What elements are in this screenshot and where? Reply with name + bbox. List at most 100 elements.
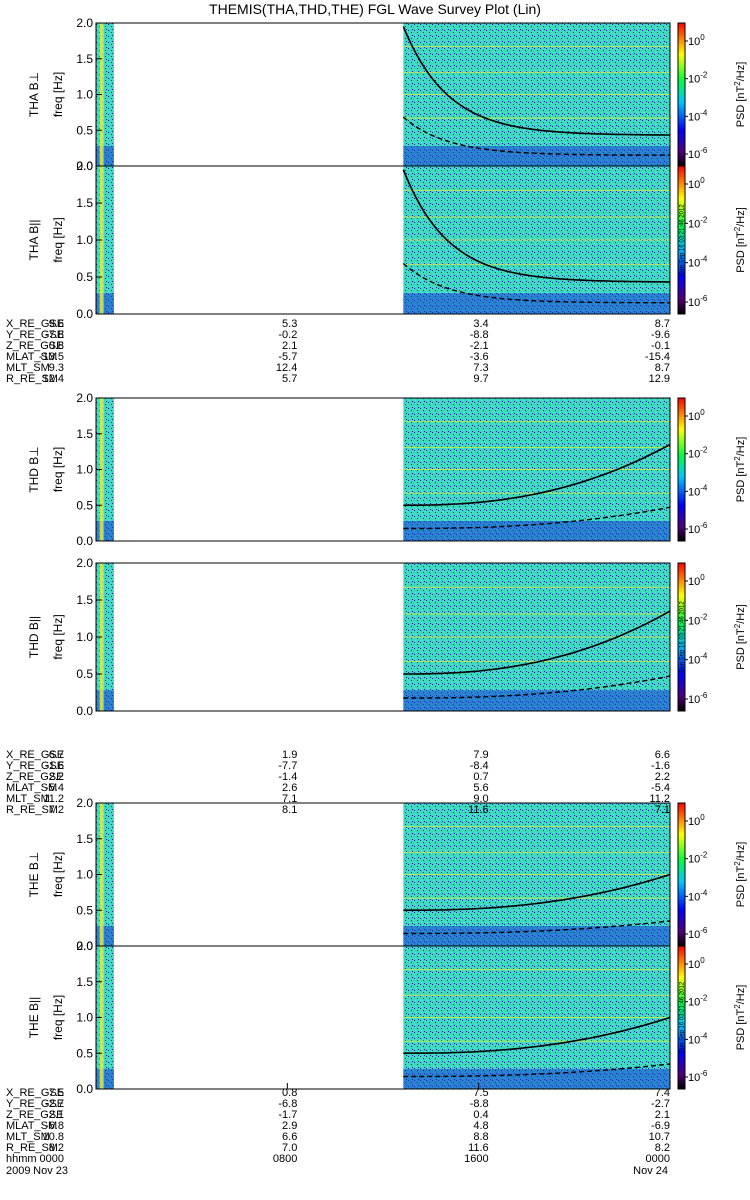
y-tick-label: 0.5 (76, 270, 93, 284)
ephemeris-value: 4.8 (473, 1120, 488, 1132)
gyrofrequency-fraction-curve (403, 675, 671, 699)
low-frequency-band (403, 293, 670, 314)
panel-component: B|| (27, 220, 41, 234)
ephemeris-value: 12.4 (276, 362, 297, 374)
freq-axis-label: freq [Hz] (51, 447, 65, 492)
ephemeris-value: 7.3 (473, 362, 488, 374)
ephemeris-row-name: MLAT_SM (6, 782, 57, 794)
ephemeris-row-name: Y_RE_GSE (6, 1098, 64, 1110)
gyrofrequency-fraction-curve (402, 262, 670, 304)
ephemeris-row-name: MLAT_SM (6, 351, 57, 363)
ephemeris-value: 1.9 (282, 749, 297, 761)
y-tick-label: 0.5 (76, 903, 93, 917)
ephemeris-value: 0.7 (473, 771, 488, 783)
ephemeris-value: -8.4 (470, 760, 489, 772)
ephemeris-value: 8.7 (655, 318, 670, 330)
ephemeris-value: 7.9 (473, 749, 488, 761)
y-tick-label: 0.0 (76, 307, 93, 321)
ephemeris-value: -6.8 (45, 1120, 64, 1132)
x-tick-label: 0000 (40, 1153, 64, 1165)
colorbar-tick-label: 100 (688, 956, 705, 971)
panel-probe: THA (27, 236, 41, 260)
colorbar-tick-label: 10-6 (688, 146, 708, 161)
colorbar-tick-label: 100 (688, 33, 705, 48)
ephemeris-value: 6.6 (655, 749, 670, 761)
ephemeris-value: -1.4 (278, 771, 297, 783)
ephemeris-row-name: Z_RE_GSE (6, 340, 63, 352)
ephemeris-value: -5.4 (651, 782, 670, 794)
panel-probe: THE (27, 873, 41, 897)
year-label: 2009 (6, 1165, 30, 1177)
ephemeris-value: -9.6 (651, 329, 670, 341)
ephemeris-value: 8.2 (49, 1142, 64, 1154)
colorbar-tick-label: 10-4 (688, 1031, 708, 1046)
panel-probe: THD (27, 633, 41, 658)
ephemeris-value: -1.6 (651, 760, 670, 772)
ephemeris-row-name: R_RE_SM (6, 1142, 58, 1154)
colorbar-scale (677, 22, 686, 167)
spectrogram-panel: 2.0 1.5 1.0 0.5 0.0 THA B⊥ freq [Hz] 100 10-2 10-… (27, 16, 747, 173)
ephemeris-value: -6.9 (651, 1120, 670, 1132)
ephemeris-value: 7.1 (655, 804, 670, 816)
ephemeris-value: 0.8 (49, 340, 64, 352)
low-frequency-band (403, 520, 670, 541)
ephemeris-value: 7.5 (473, 1087, 488, 1099)
ephemeris-row-name: R_RE_SM (6, 373, 58, 385)
ephemeris-value: -2.7 (651, 1098, 670, 1110)
ephemeris-row-name: Z_RE_GSE (6, 771, 63, 783)
colorbar-scale (677, 802, 686, 947)
ephemeris-value: 10.7 (649, 1131, 670, 1143)
y-tick-label: 0.0 (76, 534, 93, 548)
ephemeris-value: 9.7 (473, 373, 488, 385)
ephemeris-value: -8.8 (470, 329, 489, 341)
colorbar: 100 10-2 10-4 10-6 PSD [nT2/Hz] Sun Sep 16 03… (677, 945, 747, 1090)
colorbar-tick-label: 10-2 (688, 446, 708, 461)
low-frequency-band (96, 145, 114, 166)
y-tick-label: 1.5 (76, 975, 93, 989)
low-frequency-band (96, 1068, 114, 1089)
colorbar-tick-label: 10-2 (688, 994, 708, 1009)
colorbar-tick-label: 10-2 (688, 612, 708, 627)
date-label: Nov 24 (633, 1165, 668, 1177)
ephemeris-value: 2.1 (655, 1109, 670, 1121)
ephemeris-value: -2.7 (45, 1098, 64, 1110)
y-tick-label: 1.5 (76, 593, 93, 607)
panel-component: B⊥ (27, 852, 41, 870)
date-label: Nov 23 (33, 1165, 68, 1177)
gyrofrequency-curve (402, 169, 670, 283)
colorbar-label: PSD [nT2/Hz] (733, 207, 747, 273)
y-tick-label: 2.0 (76, 939, 93, 953)
ephemeris-value: -15.4 (645, 351, 670, 363)
ephemeris-value: 2.1 (282, 340, 297, 352)
y-tick-label: 0.0 (76, 704, 93, 718)
panel-component: B⊥ (27, 446, 41, 464)
ephemeris-row-name: X_RE_GSE (6, 318, 64, 330)
spectrogram-panel: 2.0 1.5 1.0 0.5 0.0 THE B⊥ freq [Hz] 100 10-2 10-… (27, 796, 747, 953)
y-tick-label: 0.0 (76, 939, 93, 953)
panel-label: THE B|| (27, 997, 41, 1039)
colorbar-tick-label: 10-4 (688, 652, 708, 667)
ephemeris-value: -1.6 (45, 760, 64, 772)
y-tick-label: 2.0 (76, 159, 93, 173)
colorbar-tick-label: 100 (688, 408, 705, 423)
colorbar-label: PSD [nT2/Hz] (733, 842, 747, 908)
ephemeris-row-name: MLT_SM (6, 793, 50, 805)
figure-title: THEMIS(THA,THD,THE) FGL Wave Survey Plot… (209, 1, 541, 17)
panel-probe: THE (27, 1014, 41, 1038)
y-tick-label: 2.0 (76, 391, 93, 405)
colorbar-tick-label: 10-6 (688, 1069, 708, 1084)
y-tick-label: 2.0 (76, 556, 93, 570)
ephemeris-value: -2.1 (470, 340, 489, 352)
colorbar-tick-label: 100 (688, 813, 705, 828)
ephemeris-value: -0.2 (278, 329, 297, 341)
panel-label: THA B⊥ (27, 72, 41, 117)
colorbar-label: PSD [nT2/Hz] (733, 437, 747, 503)
panel-label: THE B⊥ (27, 852, 41, 898)
freq-axis-label: freq [Hz] (51, 852, 65, 897)
ephemeris-value: 9.0 (473, 793, 488, 805)
ephemeris-value: 11.6 (468, 804, 489, 816)
panel-label: THD B⊥ (27, 446, 41, 492)
